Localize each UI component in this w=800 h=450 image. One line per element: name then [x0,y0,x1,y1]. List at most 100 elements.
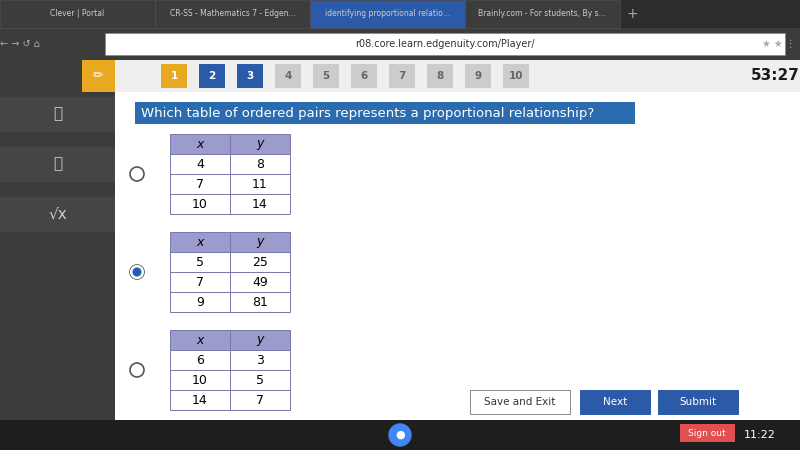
Text: 9: 9 [474,71,482,81]
Text: y: y [256,432,264,445]
Text: 11: 11 [252,177,268,190]
Text: 1: 1 [170,71,178,81]
Text: 2: 2 [208,71,216,81]
Bar [465,0,620,28]
Text: Next: Next [603,397,627,407]
Bar [170,350,230,370]
Text: +: + [626,7,638,21]
Text: ← → ↺ ⌂: ← → ↺ ⌂ [0,39,40,49]
Bar [170,232,230,252]
Text: 49: 49 [252,275,268,288]
Bar [170,174,230,194]
Bar [351,64,377,88]
Bar [230,292,290,312]
Bar [230,232,290,252]
Text: 6: 6 [196,354,204,366]
Text: Save and Exit: Save and Exit [484,397,556,407]
Text: x: x [196,235,204,248]
Text: 🎧: 🎧 [53,107,62,122]
Text: Submit: Submit [679,397,717,407]
Text: x: x [196,333,204,346]
Text: y: y [256,333,264,346]
Text: 14: 14 [192,393,208,406]
Bar [230,330,290,350]
Bar [230,134,290,154]
Text: 5: 5 [256,374,264,387]
Text: 10: 10 [192,374,208,387]
Text: Which table of ordered pairs represents a proportional relationship?: Which table of ordered pairs represents … [141,107,594,120]
Bar [0,0,155,28]
Text: 3: 3 [246,71,254,81]
Bar [199,64,225,88]
Bar [0,420,800,450]
Text: r08.core.learn.edgenuity.com/Player/: r08.core.learn.edgenuity.com/Player/ [355,39,535,49]
Bar [161,64,187,88]
Text: ●: ● [395,430,405,440]
Bar [680,424,735,442]
Bar [0,60,115,92]
Bar [0,197,115,232]
Bar [170,370,230,390]
Bar [0,92,115,420]
Text: √x: √x [48,207,67,221]
Text: 5: 5 [322,71,330,81]
Bar [313,64,339,88]
Bar [230,350,290,370]
Bar [230,154,290,174]
Bar [237,64,263,88]
Text: 81: 81 [252,296,268,309]
Bar [170,448,230,450]
Circle shape [133,267,142,276]
Bar [170,252,230,272]
Bar [230,174,290,194]
Text: 25: 25 [252,256,268,269]
Text: 8: 8 [256,158,264,171]
Text: Brainly.com - For students, By s…: Brainly.com - For students, By s… [478,9,606,18]
Bar [82,60,115,92]
Bar [170,292,230,312]
Text: y: y [256,235,264,248]
Bar [105,33,785,55]
Text: 7: 7 [256,393,264,406]
Bar [135,102,635,124]
Bar [230,428,290,448]
Text: identifying proportional relatio…: identifying proportional relatio… [325,9,450,18]
Text: 8: 8 [436,71,444,81]
Bar [310,0,465,28]
Bar [658,390,738,414]
Bar [155,0,310,28]
Circle shape [389,424,411,446]
Text: Sign out: Sign out [688,428,726,437]
Text: ✏: ✏ [93,69,103,82]
Bar [115,92,800,420]
Bar [0,60,800,92]
Text: 10: 10 [509,71,523,81]
Text: x: x [196,138,204,150]
Text: 📄: 📄 [53,157,62,171]
Text: 6: 6 [360,71,368,81]
Bar [230,272,290,292]
Bar [470,390,570,414]
Text: 53:27: 53:27 [750,68,799,84]
Bar [0,0,800,60]
Text: 7: 7 [398,71,406,81]
Bar [0,97,115,132]
Bar [230,194,290,214]
Text: x: x [196,432,204,445]
Bar [170,428,230,448]
Bar [580,390,650,414]
Bar [230,448,290,450]
Bar [230,252,290,272]
Bar [465,64,491,88]
Bar [170,272,230,292]
Bar [170,194,230,214]
Bar [275,64,301,88]
Text: 5: 5 [196,256,204,269]
Bar [170,154,230,174]
Text: y: y [256,138,264,150]
Text: 9: 9 [196,296,204,309]
Bar [170,330,230,350]
Bar [0,28,800,60]
Bar [0,147,115,182]
Bar [170,390,230,410]
